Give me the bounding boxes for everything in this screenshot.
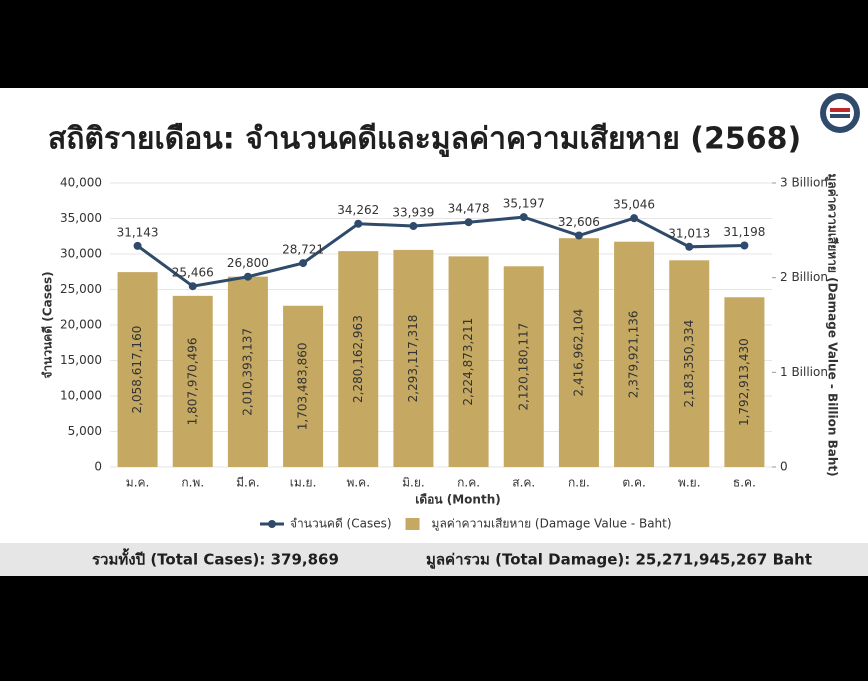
x-tick-label: ต.ค. xyxy=(622,476,645,490)
x-tick-label: ก.พ. xyxy=(181,476,204,490)
y2-tick-label: 0 xyxy=(780,460,788,474)
y2-tick-label: 1 Billion xyxy=(780,365,828,379)
line-marker xyxy=(409,222,418,231)
line-marker xyxy=(574,231,583,240)
bar-label: 2,280,162,963 xyxy=(351,315,365,403)
legend-label: มูลค่าความเสียหาย (Damage Value - Baht) xyxy=(432,517,672,532)
line-label: 34,262 xyxy=(337,203,379,217)
bar-label: 2,058,617,160 xyxy=(130,326,144,414)
legend-label: จำนวนคดี (Cases) xyxy=(290,517,392,531)
y-tick-label: 30,000 xyxy=(60,247,102,261)
line-label: 32,606 xyxy=(558,215,600,229)
line-label: 34,478 xyxy=(448,202,490,216)
chart-title: สถิติรายเดือน: จำนวนคดีและมูลค่าความเสีย… xyxy=(48,122,801,158)
line-marker xyxy=(188,282,197,291)
y-tick-label: 35,000 xyxy=(60,211,102,225)
bar xyxy=(338,251,379,467)
line-marker xyxy=(464,218,473,227)
y-axis-title: จำนวนคดี (Cases) xyxy=(41,271,55,378)
y2-axis-title: มูลค่าความเสียหาย (Damage Value - Billio… xyxy=(825,173,840,476)
y-tick-label: 5,000 xyxy=(68,424,102,438)
bar xyxy=(393,249,434,467)
bar-label: 2,293,117,318 xyxy=(406,315,420,403)
bar-label: 2,010,393,137 xyxy=(240,328,254,416)
x-tick-label: พ.ค. xyxy=(346,476,370,490)
bar xyxy=(227,276,268,467)
x-tick-label: ส.ค. xyxy=(512,476,535,490)
y-tick-label: 25,000 xyxy=(60,282,102,296)
bar-label: 1,807,970,496 xyxy=(185,338,199,426)
line-label: 25,466 xyxy=(172,266,214,280)
line-label: 31,013 xyxy=(668,226,710,240)
total-damage: มูลค่ารวม (Total Damage): 25,271,945,267… xyxy=(426,551,812,570)
legend-swatch xyxy=(405,518,420,530)
bar-label: 2,416,962,104 xyxy=(571,309,585,397)
x-tick-label: เม.ย. xyxy=(290,476,317,490)
line-marker xyxy=(630,214,639,223)
bar xyxy=(503,266,544,467)
line-label: 31,198 xyxy=(723,225,765,239)
line-label: 26,800 xyxy=(227,256,269,270)
line-marker xyxy=(519,213,528,222)
line-marker xyxy=(133,241,142,250)
bar-label: 2,183,350,334 xyxy=(682,320,696,408)
y2-tick-label: 2 Billion xyxy=(780,270,828,284)
line-label: 35,046 xyxy=(613,198,655,212)
bar-label: 2,224,873,211 xyxy=(461,318,475,406)
line-marker xyxy=(299,259,308,268)
line-label: 35,197 xyxy=(503,197,545,211)
bar xyxy=(558,238,599,467)
x-tick-label: พ.ย. xyxy=(678,476,701,490)
y-tick-label: 20,000 xyxy=(60,318,102,332)
line xyxy=(136,215,745,288)
bar-label: 1,792,913,430 xyxy=(737,338,751,426)
x-tick-label: ก.ย. xyxy=(568,476,590,490)
y-tick-label: 10,000 xyxy=(60,389,102,403)
total-cases: รวมทั้งปี (Total Cases): 379,869 xyxy=(92,548,339,569)
bar-label: 2,120,180,117 xyxy=(516,323,530,411)
logo xyxy=(820,93,860,133)
bar xyxy=(117,272,158,467)
line-marker xyxy=(354,219,363,228)
x-tick-label: มี.ค. xyxy=(236,476,260,490)
y-tick-label: 15,000 xyxy=(60,353,102,367)
bar xyxy=(283,305,324,467)
line-marker xyxy=(243,272,252,281)
x-axis-title: เดือน (Month) xyxy=(415,493,500,507)
line-marker xyxy=(685,242,694,251)
bar xyxy=(448,256,489,467)
line-label: 31,143 xyxy=(117,225,159,239)
bar xyxy=(724,297,765,467)
x-tick-label: ม.ค. xyxy=(126,476,150,490)
x-tick-label: มิ.ย. xyxy=(402,476,425,490)
footer-band xyxy=(0,543,868,576)
x-tick-label: ก.ค. xyxy=(457,476,480,490)
y2-tick-label: 3 Billion xyxy=(780,176,828,190)
y-tick-label: 0 xyxy=(94,460,102,474)
legend-swatch xyxy=(268,520,276,528)
x-tick-label: ธ.ค. xyxy=(733,476,756,490)
bar-label: 1,703,483,860 xyxy=(296,342,310,430)
line-label: 33,939 xyxy=(392,206,434,220)
line-marker xyxy=(740,241,749,250)
bar xyxy=(614,241,655,467)
bar xyxy=(669,260,710,467)
bar-label: 2,379,921,136 xyxy=(627,310,641,398)
bar xyxy=(172,295,213,467)
y-tick-label: 40,000 xyxy=(60,176,102,190)
line-label: 28,721 xyxy=(282,243,324,257)
